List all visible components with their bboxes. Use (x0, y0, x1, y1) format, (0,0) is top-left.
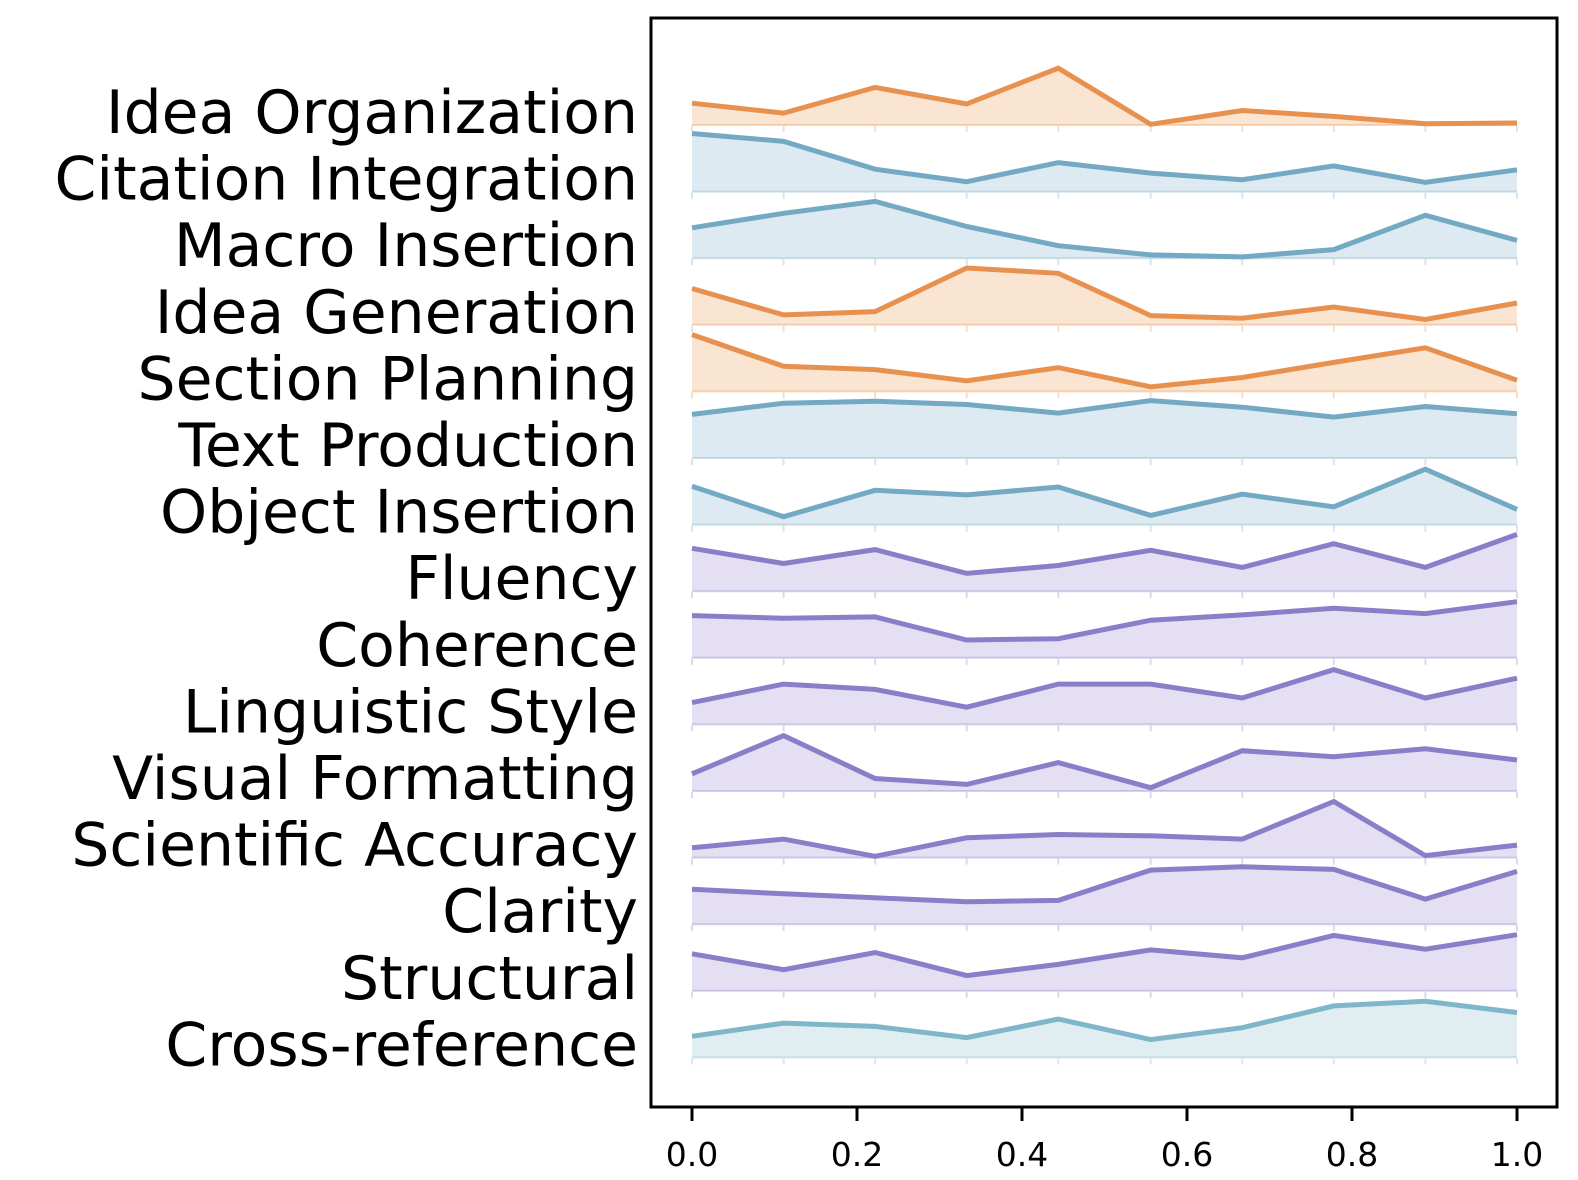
ridge-line-idea-generation (691, 265, 1518, 323)
row-label-visual-formatting: Visual Formatting (112, 744, 638, 814)
ridge-row-structural: Structural (341, 932, 1518, 1014)
row-label-idea-generation: Idea Generation (155, 278, 638, 348)
ridge-line-object-insertion (691, 466, 1519, 520)
row-label-section-planning: Section Planning (138, 344, 638, 414)
ridge-line-coherence (691, 599, 1518, 643)
row-label-idea-organization: Idea Organization (106, 78, 638, 148)
x-tick-label-1.0: 1.0 (1491, 1135, 1543, 1174)
row-label-macro-insertion: Macro Insertion (174, 211, 638, 281)
ridge-row-linguistic-style: Linguistic Style (183, 666, 1518, 747)
ridge-row-text-production: Text Production (177, 398, 1518, 481)
ridge-line-section-planning (691, 332, 1518, 390)
ridge-fill-clarity (692, 866, 1517, 925)
ridge-line-idea-organization (691, 65, 1518, 127)
ridge-fill-citation-integration (692, 133, 1517, 192)
ridge-line-clarity (691, 864, 1518, 905)
ridge-fill-linguistic-style (692, 669, 1517, 725)
ridge-row-section-planning: Section Planning (138, 332, 1518, 414)
ridge-fill-scientific-accuracy (692, 801, 1517, 858)
ridge-row-fluency: Fluency (405, 532, 1518, 614)
x-tick-label-0.4: 0.4 (996, 1135, 1048, 1174)
ridge-fill-fluency (692, 534, 1517, 592)
ridge-line-citation-integration (691, 131, 1518, 185)
x-tick-label-0.6: 0.6 (1161, 1135, 1213, 1174)
ridge-row-clarity: Clarity (442, 864, 1518, 947)
ridge-line-scientific-accuracy (691, 798, 1518, 859)
ridge-row-cross-reference: Cross-reference (165, 998, 1518, 1080)
ridge-line-visual-formatting (691, 732, 1518, 791)
x-tick-label-0.8: 0.8 (1326, 1135, 1378, 1174)
row-label-object-insertion: Object Insertion (160, 478, 638, 548)
ridge-row-scientific-accuracy: Scientific Accuracy (71, 798, 1518, 881)
x-tick-label-0.2: 0.2 (831, 1135, 883, 1174)
row-label-fluency: Fluency (405, 544, 638, 614)
row-label-text-production: Text Production (177, 411, 638, 481)
row-label-structural: Structural (341, 944, 638, 1014)
ridge-row-citation-integration: Citation Integration (55, 131, 1518, 215)
ridge-fill-section-planning (692, 334, 1517, 392)
ridge-line-macro-insertion (691, 198, 1518, 260)
ridge-row-macro-insertion: Macro Insertion (174, 198, 1518, 281)
plot-border (649, 16, 1559, 1109)
row-label-linguistic-style: Linguistic Style (183, 677, 638, 747)
row-label-scientific-accuracy: Scientific Accuracy (71, 811, 638, 881)
ridge-row-idea-organization: Idea Organization (106, 65, 1518, 148)
ridge-row-idea-generation: Idea Generation (155, 265, 1518, 348)
ridge-line-linguistic-style (691, 666, 1518, 710)
ridge-fill-macro-insertion (692, 201, 1517, 259)
ridge-line-structural (691, 932, 1518, 979)
ridge-line-cross-reference (691, 998, 1518, 1043)
row-label-cross-reference: Cross-reference (165, 1010, 638, 1080)
ridge-row-object-insertion: Object Insertion (160, 466, 1519, 548)
ridge-fill-structural (692, 934, 1517, 991)
ridge-fill-object-insertion (692, 469, 1517, 525)
row-label-citation-integration: Citation Integration (55, 145, 638, 215)
x-tick-label-0.0: 0.0 (666, 1135, 718, 1174)
ridge-line-text-production (691, 398, 1518, 420)
ridge-fill-visual-formatting (692, 735, 1517, 791)
ridge-row-coherence: Coherence (316, 599, 1518, 681)
row-label-coherence: Coherence (316, 611, 638, 681)
ridge-line-fluency (691, 532, 1518, 576)
row-label-clarity: Clarity (442, 877, 638, 947)
ridge-row-visual-formatting: Visual Formatting (112, 732, 1518, 814)
